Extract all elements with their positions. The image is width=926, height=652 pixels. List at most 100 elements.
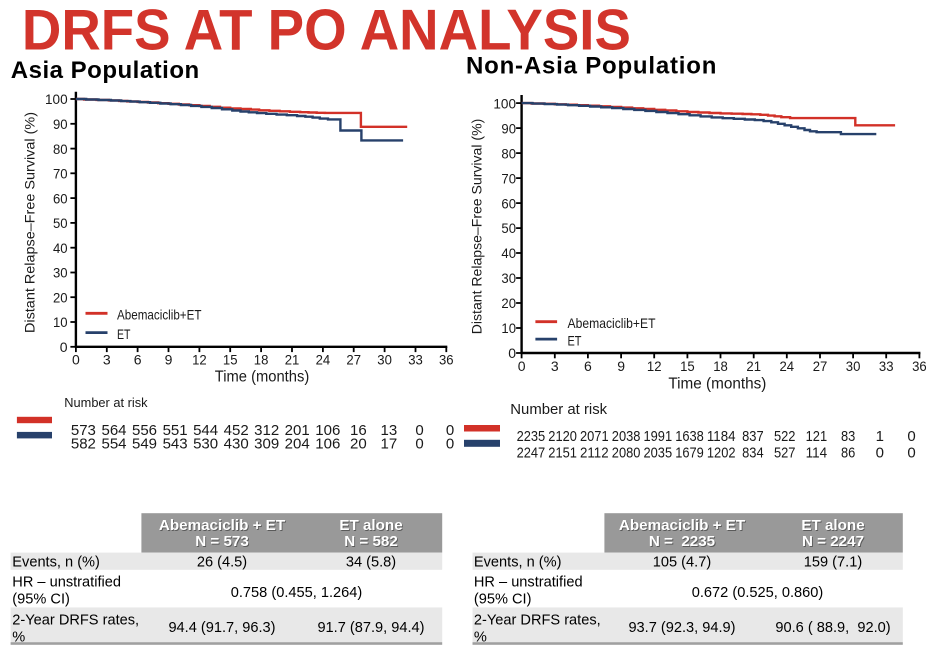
svg-text:20: 20	[350, 436, 367, 453]
svg-text:13: 13	[381, 422, 398, 439]
svg-text:0: 0	[907, 428, 915, 445]
svg-text:549: 549	[132, 436, 157, 453]
svg-text:36: 36	[912, 358, 926, 374]
svg-text:%: %	[474, 629, 487, 645]
svg-text:90: 90	[53, 116, 68, 132]
svg-text:0.672 (0.525, 0.860): 0.672 (0.525, 0.860)	[692, 585, 823, 601]
svg-text:50: 50	[53, 215, 68, 231]
svg-text:17: 17	[381, 436, 398, 453]
svg-text:573: 573	[71, 422, 96, 439]
svg-text:N = 582: N = 582	[345, 534, 399, 551]
svg-text:N = 582: N = 582	[344, 533, 398, 550]
svg-text:0: 0	[446, 422, 454, 439]
svg-text:Distant Relapse–Free Survival: Distant Relapse–Free Survival (%)	[470, 119, 486, 335]
svg-text:0: 0	[72, 352, 80, 368]
svg-text:Abemaciclib+ET: Abemaciclib+ET	[117, 308, 202, 323]
svg-text:Events, n (%): Events, n (%)	[474, 555, 562, 571]
svg-text:N = 573: N = 573	[196, 534, 250, 551]
svg-text:0: 0	[446, 436, 454, 453]
svg-text:80: 80	[53, 141, 68, 157]
svg-text:2151: 2151	[548, 444, 577, 461]
svg-text:21: 21	[746, 358, 761, 374]
svg-text:34 (5.8): 34 (5.8)	[346, 555, 396, 571]
svg-text:Abemaciclib + ET: Abemaciclib + ET	[160, 518, 287, 535]
svg-text:159 (7.1): 159 (7.1)	[804, 555, 862, 571]
svg-text:0: 0	[60, 339, 68, 355]
svg-text:6: 6	[134, 352, 142, 368]
svg-text:530: 530	[193, 436, 218, 453]
svg-text:Abemaciclib + ET: Abemaciclib + ET	[159, 517, 286, 534]
svg-text:551: 551	[163, 422, 188, 439]
svg-text:100: 100	[45, 91, 68, 107]
svg-text:30: 30	[501, 270, 516, 286]
svg-text:582: 582	[71, 436, 96, 453]
svg-text:20: 20	[501, 295, 516, 311]
svg-text:1: 1	[876, 428, 884, 445]
svg-text:Asia Population: Asia Population	[11, 57, 200, 84]
svg-text:2080: 2080	[612, 444, 641, 461]
svg-text:1991: 1991	[644, 428, 673, 445]
svg-text:83: 83	[841, 428, 855, 445]
svg-text:(95% CI): (95% CI)	[474, 591, 532, 607]
svg-text:522: 522	[774, 428, 796, 445]
svg-text:33: 33	[408, 352, 423, 368]
svg-text:0: 0	[415, 422, 423, 439]
svg-text:70: 70	[53, 166, 68, 182]
svg-text:N = 2247: N = 2247	[803, 534, 865, 551]
svg-text:60: 60	[53, 190, 68, 206]
svg-text:544: 544	[193, 422, 218, 439]
svg-text:10: 10	[501, 320, 516, 336]
svg-text:554: 554	[101, 436, 126, 453]
svg-text:0: 0	[518, 358, 526, 374]
svg-text:30: 30	[53, 265, 68, 281]
svg-text:Abemaciclib + ET: Abemaciclib + ET	[619, 517, 746, 534]
svg-text:3: 3	[551, 358, 559, 374]
svg-text:27: 27	[346, 352, 361, 368]
svg-text:Number at risk: Number at risk	[510, 402, 607, 418]
svg-text:309: 309	[254, 436, 279, 453]
svg-text:121: 121	[806, 428, 828, 445]
svg-text:N = 2235: N = 2235	[649, 533, 716, 550]
svg-text:ET alone: ET alone	[801, 517, 864, 534]
svg-text:Time (months): Time (months)	[668, 376, 766, 393]
svg-text:1184: 1184	[707, 428, 736, 445]
svg-text:ET alone: ET alone	[339, 517, 402, 534]
svg-text:ET: ET	[568, 333, 582, 348]
svg-text:18: 18	[254, 352, 269, 368]
svg-text:ET alone: ET alone	[340, 518, 403, 535]
svg-text:0: 0	[876, 444, 884, 461]
svg-text:Distant Relapse–Free Survival: Distant Relapse–Free Survival (%)	[23, 112, 39, 333]
svg-text:3: 3	[103, 352, 111, 368]
svg-text:ET alone: ET alone	[802, 518, 865, 535]
svg-text:24: 24	[316, 352, 331, 368]
svg-text:12: 12	[647, 358, 662, 374]
svg-text:114: 114	[806, 444, 828, 461]
svg-text:N = 2235: N = 2235	[650, 534, 717, 551]
svg-text:1679: 1679	[675, 444, 704, 461]
svg-text:HR – unstratified: HR – unstratified	[12, 575, 121, 591]
svg-text:1638: 1638	[675, 428, 704, 445]
svg-text:30: 30	[377, 352, 392, 368]
svg-text:312: 312	[254, 422, 279, 439]
svg-text:Number at risk: Number at risk	[64, 395, 148, 410]
svg-text:40: 40	[53, 240, 68, 256]
svg-text:837: 837	[742, 428, 764, 445]
svg-text:(95% CI): (95% CI)	[12, 591, 70, 607]
svg-text:Abemaciclib + ET: Abemaciclib + ET	[620, 518, 747, 535]
svg-text:N = 573: N = 573	[195, 533, 249, 550]
svg-text:430: 430	[224, 436, 249, 453]
svg-text:16: 16	[350, 422, 367, 439]
svg-text:HR – unstratified: HR – unstratified	[474, 575, 583, 591]
svg-text:33: 33	[879, 358, 894, 374]
svg-text:93.7 (92.3, 94.9): 93.7 (92.3, 94.9)	[628, 620, 735, 636]
svg-text:6: 6	[584, 358, 592, 374]
svg-text:0: 0	[508, 345, 516, 361]
svg-text:86: 86	[841, 444, 855, 461]
svg-text:2120: 2120	[548, 428, 577, 445]
svg-text:15: 15	[680, 358, 695, 374]
svg-text:201: 201	[285, 422, 310, 439]
svg-text:564: 564	[101, 422, 126, 439]
svg-text:0: 0	[415, 436, 423, 453]
svg-text:30: 30	[846, 358, 861, 374]
svg-text:0: 0	[907, 444, 915, 461]
